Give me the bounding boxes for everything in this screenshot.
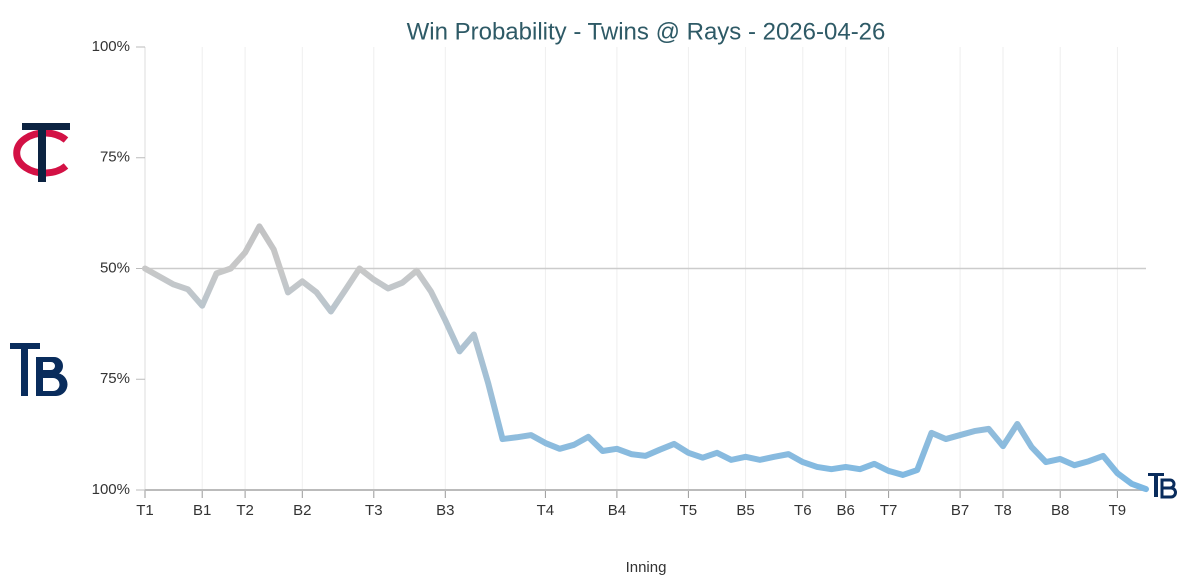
twins-logo: [13, 123, 70, 182]
x-tick-label: B7: [951, 502, 969, 519]
x-tick-label: T6: [794, 502, 812, 519]
rays-logo: [10, 343, 68, 396]
y-tick-label: 100%: [92, 38, 130, 55]
chart-title: Win Probability - Twins @ Rays - 2026-04…: [407, 18, 886, 45]
y-tick-label: 75%: [100, 370, 130, 387]
x-axis-label: Inning: [626, 559, 667, 576]
y-tick-label: 100%: [92, 481, 130, 498]
x-tick-label: B1: [193, 502, 211, 519]
x-tick-label: B4: [608, 502, 626, 519]
rays-logo-small: [1148, 473, 1177, 499]
y-tick-label: 75%: [100, 149, 130, 166]
x-tick-label: T4: [537, 502, 555, 519]
win-probability-line: [142, 223, 1149, 493]
x-tick-label: B2: [293, 502, 311, 519]
x-tick-label: B5: [736, 502, 754, 519]
x-tick-label: T8: [994, 502, 1012, 519]
x-tick-label: T7: [880, 502, 898, 519]
x-tick-label: T2: [236, 502, 254, 519]
x-tick-label: T9: [1109, 502, 1127, 519]
x-tick-label: T5: [680, 502, 698, 519]
y-tick-label: 50%: [100, 259, 130, 276]
x-tick-label: T1: [136, 502, 154, 519]
x-tick-label: B8: [1051, 502, 1069, 519]
x-tick-label: B3: [436, 502, 454, 519]
x-tick-label: B6: [837, 502, 855, 519]
x-tick-label: T3: [365, 502, 383, 519]
